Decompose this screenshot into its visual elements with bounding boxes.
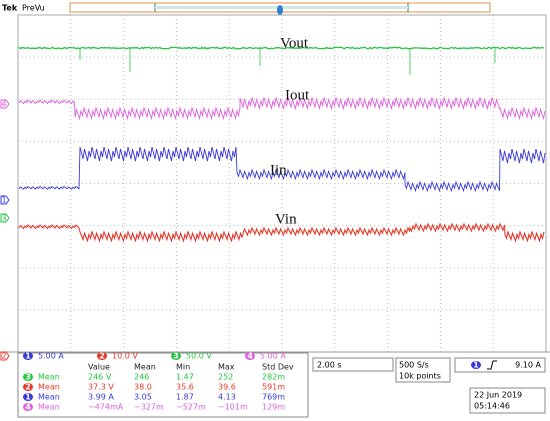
measurement-cell: 1.87 [176, 393, 194, 402]
brand: Tek [2, 4, 18, 13]
channel-badge-label: 2 [25, 383, 31, 392]
measurement-cell: 4.13 [218, 393, 236, 402]
channel-marker-label: 1 [1, 196, 6, 205]
channel-scale: 10.0 V [112, 352, 138, 361]
channel-marker-label: 4 [1, 100, 6, 109]
measurement-cell: −527m [176, 403, 206, 412]
trace-vout [18, 46, 545, 50]
mode: PreVu [22, 4, 45, 13]
measurement-cell: 129m [262, 403, 285, 412]
measurement-column: Value [88, 363, 110, 372]
measurement-stat: Mean [38, 373, 60, 382]
channel-badge [23, 373, 33, 381]
channel-badge-label: 4 [25, 403, 31, 412]
channel-marker-label: 2 [1, 352, 6, 361]
channel-badge-label: 1 [25, 393, 31, 402]
channel-scale: 50.0 V [186, 352, 212, 361]
timebase: 2.00 s [317, 361, 342, 370]
channel-scale: 5.00 A [260, 352, 286, 361]
channel-marker [0, 351, 10, 361]
measurement-cell: 591m [262, 383, 285, 392]
channel-marker [0, 213, 10, 223]
measurement-cell: −474mA [88, 403, 124, 412]
measurement-column: Mean [134, 363, 156, 372]
measurement-cell: 282m [262, 373, 285, 382]
trace-iout [18, 96, 546, 121]
channel-badge-label: 2 [99, 352, 105, 361]
time: 05:14:46 [474, 402, 510, 411]
trace-iin [18, 146, 546, 193]
timebase-box [312, 357, 394, 372]
measurement-cell: 769m [262, 393, 285, 402]
channel-badge [23, 393, 33, 401]
measurement-cell: −101m [218, 403, 248, 412]
channel-badge [471, 361, 481, 369]
measurement-cell: 39.6 [218, 383, 236, 392]
measurement-column: Min [176, 363, 190, 372]
trace-label: Iin [270, 162, 287, 178]
measurement-cell: 37.3 V [88, 383, 114, 392]
channel-marker-label: 3 [1, 214, 6, 223]
channel-badge [23, 403, 33, 411]
measurement-cell: 246 [134, 373, 149, 382]
channel-badge-label: 3 [25, 373, 31, 382]
measurement-cell: 38.0 [134, 383, 152, 392]
channel-badge-label: 1 [473, 361, 479, 370]
grid [18, 15, 546, 352]
measurement-cell: 3.05 [134, 393, 152, 402]
date: 22 Jun 2019 [474, 391, 522, 400]
channel-badge [23, 352, 33, 360]
channel-badge-label: 4 [247, 352, 253, 361]
channel-badge [171, 352, 181, 360]
measurement-cell: 35.6 [176, 383, 194, 392]
channel-marker [0, 195, 10, 205]
measurement-stat: Mean [38, 403, 60, 412]
trace-vin [18, 222, 545, 243]
trace-label: Vin [275, 211, 297, 227]
measurement-column: Std Dev [262, 363, 294, 372]
trigger-slope [487, 360, 497, 370]
channel-badge-label: 1 [25, 352, 31, 361]
measurement-cell: −327m [134, 403, 164, 412]
trigger-position [277, 5, 283, 15]
trace-label: Vout [280, 35, 309, 51]
measurement-panel [17, 352, 309, 418]
record-length: 10k points [399, 372, 441, 381]
sample-rate: 500 S/s [399, 361, 429, 370]
channel-scale: 5.00 A [38, 352, 64, 361]
channel-marker [0, 99, 10, 109]
trigger-level: 9.10 A [515, 361, 541, 370]
channel-badge [97, 352, 107, 360]
measurement-stat: Mean [38, 393, 60, 402]
measurement-column: Max [218, 363, 235, 372]
trace-label: Iout [285, 87, 310, 103]
channel-badge [23, 383, 33, 391]
measurement-cell: 1.47 [176, 373, 194, 382]
acquisition-box [395, 357, 451, 383]
measurement-cell: 3.99 A [88, 393, 114, 402]
measurement-stat: Mean [38, 383, 60, 392]
datetime-box [469, 387, 546, 414]
traces: Vout Iout Iin Vin [18, 35, 546, 243]
channel-badge-label: 3 [173, 352, 179, 361]
channel-badge [245, 352, 255, 360]
measurement-cell: 246 V [88, 373, 112, 382]
measurement-cell: 252 [218, 373, 233, 382]
